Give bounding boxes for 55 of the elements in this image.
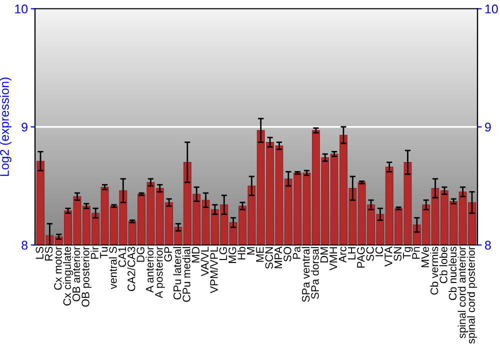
- x-tick-label: MG: [228, 247, 236, 263]
- x-tick-label: IC: [375, 246, 384, 256]
- x-tick-label: Cb vermis: [430, 246, 438, 295]
- x-tick-label: SPa dorsal: [310, 247, 319, 299]
- x-tick-label: OB anterior: [72, 246, 80, 302]
- x-tick-label: DM: [320, 247, 328, 262]
- x-tick-label: DG: [136, 247, 144, 262]
- x-tick-label: Cb lobe: [439, 246, 448, 284]
- x-tick-label: Arc: [338, 246, 346, 263]
- x-tick-label: CA1: [118, 246, 126, 267]
- x-tick-label: M: [247, 247, 254, 255]
- x-tick-label: MVe: [421, 246, 429, 268]
- x-tick-label: spinal cord anterior: [458, 246, 468, 338]
- x-tick-label: VA/VL: [200, 246, 209, 276]
- y2-tick-label: 9: [485, 122, 491, 132]
- x-tick-label: SC: [366, 246, 374, 261]
- x-tick-label: PAG: [357, 247, 365, 268]
- y-tick-label: 9: [22, 122, 28, 132]
- x-tick-label: SN: [394, 247, 402, 261]
- x-tick-label: ventral S: [108, 246, 117, 290]
- x-tick-label: OB posterior: [81, 246, 92, 307]
- x-tick-label: ME: [256, 246, 264, 262]
- x-tick-label: VPM/VPL: [210, 246, 218, 294]
- x-tick-label: Tg: [403, 247, 413, 259]
- y-axis-title: Log2 (expression): [0, 78, 12, 176]
- x-tick-label: Hb: [237, 246, 246, 260]
- y2-tick-label: 8: [484, 240, 491, 250]
- x-tick-label: CPu lateral: [173, 247, 182, 300]
- x-tick-label: Tu: [100, 247, 108, 258]
- x-tick-label: SCN: [265, 247, 273, 269]
- x-tick-label: Cx cingulate: [63, 246, 74, 306]
- x-tick-label: RS: [44, 246, 53, 261]
- x-tick-label: LG: [219, 247, 228, 260]
- x-tick-label: VMH: [330, 247, 338, 270]
- x-tick-label: VTA: [384, 246, 392, 267]
- x-tick-label: CA2/CA3: [127, 246, 136, 291]
- x-tick-label: Pir: [90, 246, 98, 259]
- x-tick-label: A posterior: [154, 246, 165, 298]
- y2-tick-label: 10: [485, 4, 498, 14]
- x-tick-label: CPu medial: [182, 247, 190, 302]
- x-tick-label: MPA: [274, 246, 282, 268]
- x-tick-label: spinal cord posterior: [466, 246, 478, 344]
- x-tick-label: Pn: [412, 247, 420, 259]
- x-tick-label: Pa: [292, 246, 300, 259]
- x-tick-label: SO: [284, 246, 292, 262]
- x-tick-label: GP: [164, 246, 172, 262]
- x-tick-label: SPa ventral: [302, 247, 310, 302]
- x-tick-label: LH: [348, 247, 356, 260]
- y-tick-label: 8: [22, 240, 28, 250]
- y-tick-label: 10: [15, 4, 28, 14]
- x-tick-label: Cb nucleus: [448, 246, 457, 300]
- x-tick-label: Cx motor: [54, 246, 62, 290]
- x-tick-label: LS: [36, 246, 44, 259]
- x-tick-label: A anterior: [146, 246, 154, 293]
- x-tick-label: MD: [192, 246, 200, 262]
